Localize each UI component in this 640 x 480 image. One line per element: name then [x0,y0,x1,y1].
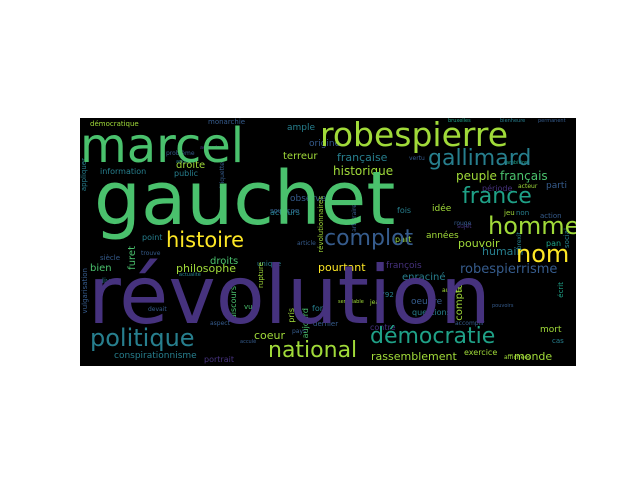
word: non [516,209,530,217]
word: unique [257,260,282,268]
word: nom [516,240,570,268]
word: fort [312,304,327,313]
word: pouvoir [458,237,500,250]
word: contre [370,323,396,332]
word: autour [442,287,462,294]
word: accorde [200,145,220,151]
word: robespierre [320,118,509,154]
word: ambition [506,160,529,166]
word: ample [287,123,316,133]
word: gauchet [94,156,396,242]
word: permanent [538,118,566,124]
word: soupçon [270,207,300,215]
word: françois [386,261,422,271]
word: bruxelles [448,118,471,124]
word: monde [514,350,553,363]
word: démocratie [370,324,496,349]
word: révolution [88,249,491,342]
word: livres [102,277,121,285]
word: bien [90,263,112,274]
word: période [482,184,513,193]
word: observe [290,194,327,204]
word: siècle [100,254,120,262]
word: gallimard [428,146,532,171]
word: 1792 [376,291,394,299]
word: angle [176,159,190,165]
word: homme [488,212,576,240]
word: coeur [254,329,286,342]
word: aspect [210,320,230,327]
word: acteurs [270,208,300,217]
word: oeuvre [411,297,443,307]
word: portrait [204,355,234,364]
word: semblable [338,299,364,305]
word: dernier [313,320,339,328]
word: marcel [80,118,245,174]
word: pays [292,328,307,335]
word: accomplir [455,320,485,327]
word: devait [148,306,167,313]
word: origine [309,139,341,149]
word: rassemblement [371,350,457,363]
word: idée [432,204,452,214]
word: français [500,169,548,183]
word: philosophe [176,262,236,275]
word: problème [166,150,195,157]
word: humain [482,245,524,258]
word: fois [397,206,412,215]
word: parti [546,181,567,191]
word: article [297,240,316,247]
word: complot [324,226,414,251]
word: années [426,231,459,241]
word: exercice [464,348,498,357]
word: questions [412,308,451,317]
word: national [268,338,358,363]
word: mort [540,325,562,335]
word: monarchie [208,118,246,126]
word: droite [176,160,206,171]
word: actualité [179,272,201,278]
word: point [142,233,163,242]
word: jeu [504,209,515,217]
word: acculé [240,339,257,345]
word: droits [210,256,239,267]
word: vertu [409,155,425,162]
word: démocratique [90,120,139,128]
word: vue [244,303,257,311]
word: politique [90,324,195,352]
word: pan [546,239,562,248]
word: pourtant [318,261,366,274]
word: affichées [504,354,532,361]
word: française [337,151,388,164]
word-cloud: démocratique monarchie bruxelles bienheu… [80,118,576,366]
word: bienheure [500,118,526,124]
word: terreur [283,151,318,162]
word: sujet [457,223,472,230]
word: enraciné [402,272,446,283]
word: information [100,167,147,176]
word: acteur [518,183,538,190]
word: robespierrisme [460,262,558,277]
word: conspirationnisme [114,351,197,361]
word: cas [552,337,564,345]
word: jean [370,299,383,306]
word: france [462,184,532,209]
word: histoire [166,228,245,252]
word: écrit [557,282,565,298]
word: peuple [456,169,497,183]
word: rouge [454,220,472,227]
word: action [540,212,562,220]
word: part [395,235,412,244]
word: historique [333,164,394,178]
word: trouve [141,250,161,257]
word: public [174,169,199,178]
word: pouvoirs [492,303,514,309]
